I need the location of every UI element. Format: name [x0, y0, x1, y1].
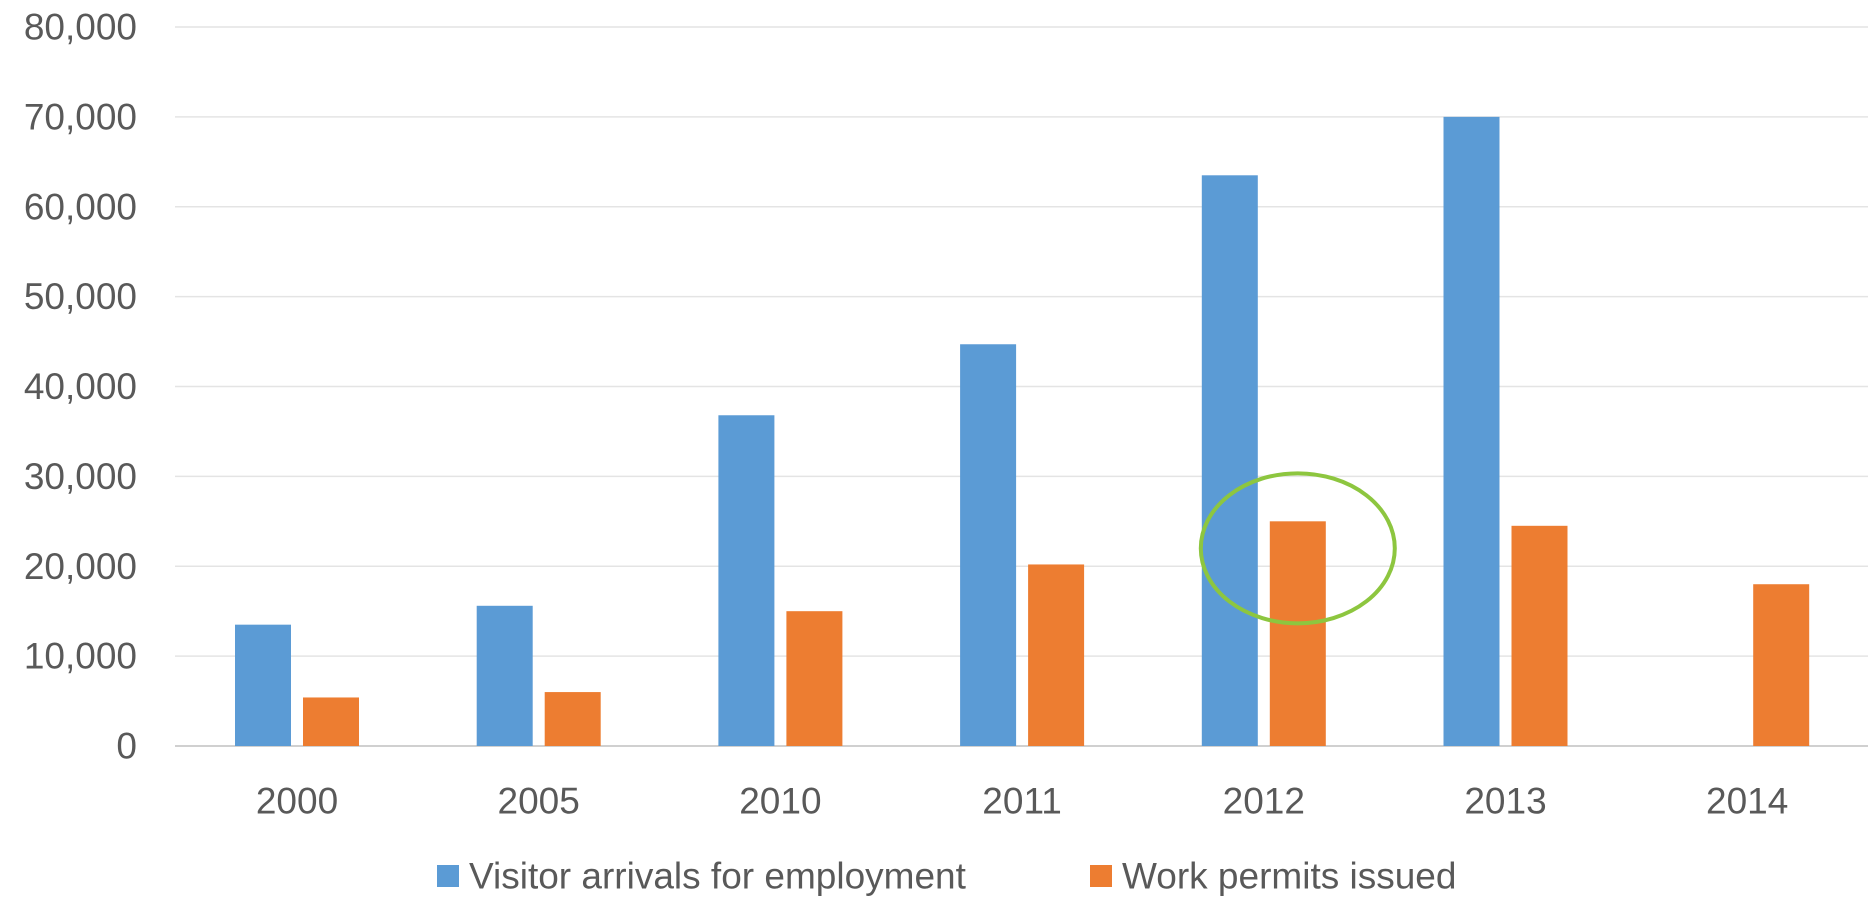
bar-visitor-arrivals-2000	[235, 624, 291, 746]
bar-visitor-arrivals-2012	[1201, 175, 1258, 746]
y-axis-tick-labels: 0 10,000 20,000 30,000 40,000 50,000 60,000 70,…	[24, 7, 137, 767]
y-tick-label: 70,000	[24, 96, 137, 137]
bar-visitor-arrivals-2013	[1443, 116, 1500, 746]
bar-work-permits-2005	[544, 692, 601, 746]
annotations	[1198, 471, 1397, 626]
x-tick-label: 2000	[256, 781, 338, 822]
y-tick-label: 60,000	[24, 186, 137, 227]
bar-work-permits-2014	[1753, 584, 1810, 746]
y-tick-label: 30,000	[24, 456, 137, 497]
legend-swatch	[1090, 865, 1112, 887]
bar-work-permits-2011	[1028, 564, 1085, 746]
bars	[235, 116, 1810, 746]
x-axis-tick-labels: 2000 2005 2010 2011 2012 2013 2014	[256, 781, 1789, 822]
bar-work-permits-2012	[1269, 521, 1326, 746]
legend-swatch	[437, 865, 459, 887]
x-tick-label: 2011	[982, 781, 1062, 822]
y-tick-label: 10,000	[24, 636, 137, 677]
y-tick-label: 0	[116, 726, 137, 767]
legend: Visitor arrivals for employment Work perm…	[437, 856, 1456, 897]
y-tick-label: 20,000	[24, 546, 137, 587]
x-tick-label: 2005	[498, 781, 580, 822]
y-tick-label: 50,000	[24, 276, 137, 317]
bar-work-permits-2013	[1511, 525, 1568, 746]
legend-label: Visitor arrivals for employment	[469, 856, 967, 897]
gridlines	[175, 26, 1868, 747]
x-tick-label: 2010	[739, 781, 821, 822]
bar-visitor-arrivals-2011	[960, 344, 1017, 746]
bar-visitor-arrivals-2005	[476, 605, 533, 746]
y-tick-label: 40,000	[24, 366, 137, 407]
bar-work-permits-2000	[303, 697, 359, 746]
x-tick-label: 2012	[1223, 781, 1305, 822]
bar-visitor-arrivals-2010	[718, 415, 775, 746]
x-tick-label: 2013	[1464, 781, 1546, 822]
legend-label: Work permits issued	[1122, 856, 1456, 897]
highlight-circle	[1198, 471, 1397, 626]
bar-work-permits-2010	[786, 611, 843, 746]
y-tick-label: 80,000	[24, 7, 137, 48]
x-tick-label: 2014	[1706, 781, 1788, 822]
